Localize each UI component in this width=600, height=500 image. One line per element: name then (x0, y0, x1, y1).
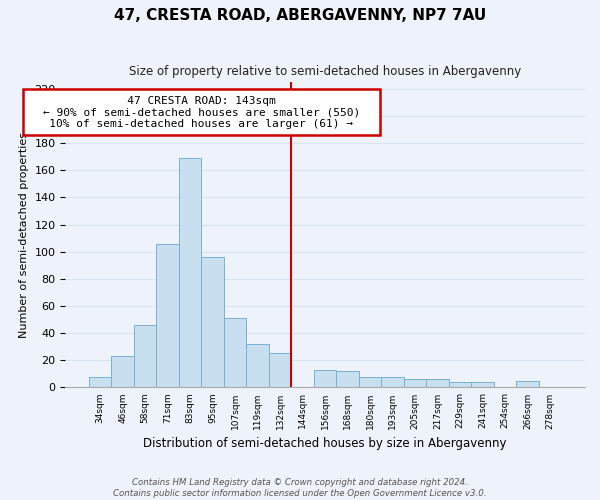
Bar (359, 376, 382, 388)
Bar (179, 158, 202, 388)
Text: 47, CRESTA ROAD, ABERGAVENNY, NP7 7AU: 47, CRESTA ROAD, ABERGAVENNY, NP7 7AU (114, 8, 486, 22)
Bar (382, 376, 404, 388)
Bar (472, 382, 494, 388)
Bar (157, 244, 179, 388)
Bar (269, 354, 292, 388)
Bar (404, 380, 427, 388)
Bar (202, 257, 224, 388)
Bar (89, 376, 112, 388)
Bar (112, 356, 134, 388)
Bar (427, 380, 449, 388)
Text: Contains HM Land Registry data © Crown copyright and database right 2024.
Contai: Contains HM Land Registry data © Crown c… (113, 478, 487, 498)
Text: 47 CRESTA ROAD: 143sqm   
← 90% of semi-detached houses are smaller (550)
   10%: 47 CRESTA ROAD: 143sqm ← 90% of semi-det… (29, 96, 374, 128)
Bar (337, 371, 359, 388)
Bar (247, 344, 269, 388)
Bar (224, 318, 247, 388)
Title: Size of property relative to semi-detached houses in Abergavenny: Size of property relative to semi-detach… (129, 65, 521, 78)
Bar (134, 325, 157, 388)
Bar (517, 380, 539, 388)
Bar (314, 370, 337, 388)
Bar (449, 382, 472, 388)
Y-axis label: Number of semi-detached properties: Number of semi-detached properties (19, 132, 29, 338)
X-axis label: Distribution of semi-detached houses by size in Abergavenny: Distribution of semi-detached houses by … (143, 437, 507, 450)
